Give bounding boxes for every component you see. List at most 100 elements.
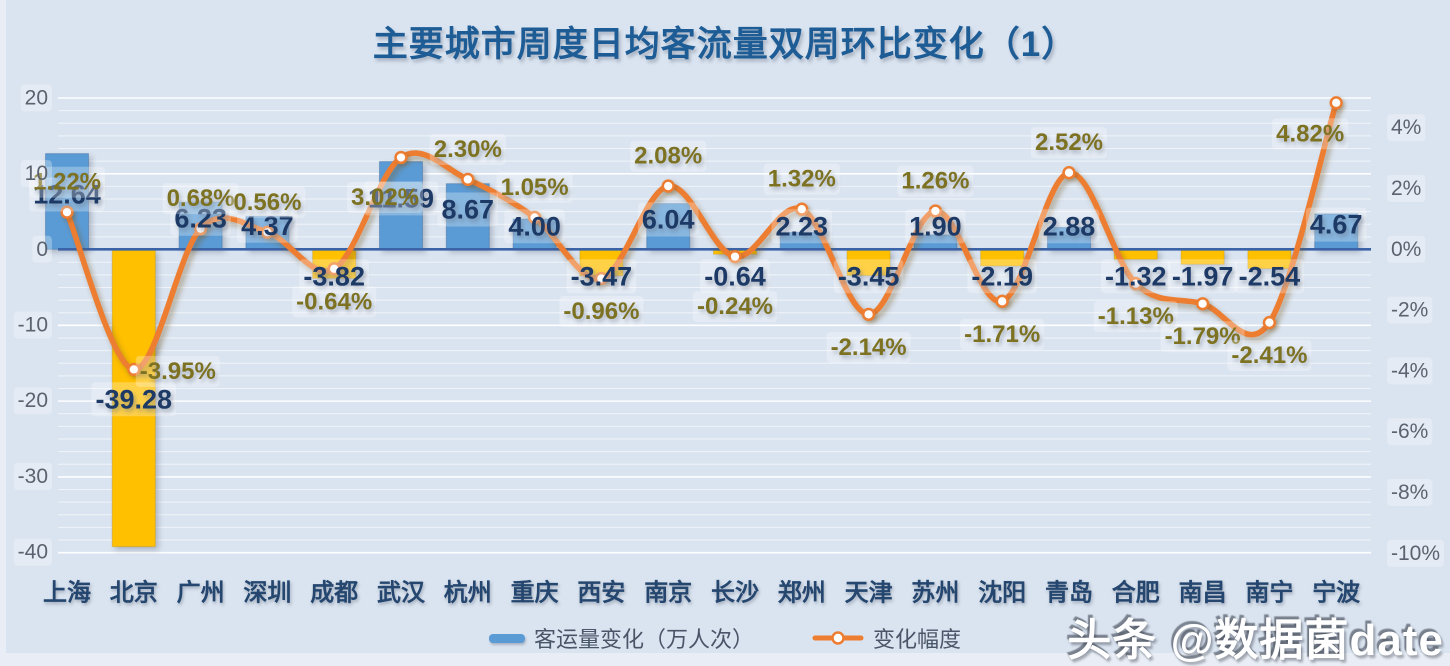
pct-value-label-17-backing <box>1160 321 1245 353</box>
line-marker-13 <box>928 204 943 218</box>
bar-value-label-7-backing <box>504 209 565 244</box>
line-marker-16 <box>1129 277 1143 291</box>
bar-value-label-18-backing <box>1234 259 1305 294</box>
left-axis-tick-4-backing <box>13 387 52 415</box>
pct-value-label-17: -1.79% <box>1165 323 1241 350</box>
right-axis-tick-3: -2% <box>1391 299 1428 322</box>
right-axis-tick-0: 4% <box>1391 116 1421 139</box>
bar-value-label-9: 6.04 <box>642 204 695 234</box>
line-marker-9 <box>661 179 675 193</box>
watermark: 头条 @数据菌date <box>1067 616 1444 665</box>
pct-value-label-10: -0.24% <box>697 293 773 320</box>
bar-value-label-14: -2.19 <box>971 261 1033 291</box>
pct-value-label-0: 1.22% <box>33 169 101 196</box>
pct-value-label-5: 3.02% <box>351 184 419 211</box>
pct-value-label-5-backing <box>346 181 424 213</box>
city-label-15: 青岛 <box>1045 579 1093 607</box>
right-axis-tick-7: -10% <box>1391 542 1440 565</box>
pct-value-label-16-backing <box>1093 301 1178 333</box>
pct-value-label-7-backing <box>496 171 573 203</box>
city-label-19: 宁波 <box>1312 579 1361 607</box>
bar-value-label-8-backing <box>566 259 637 294</box>
pct-value-label-14: -1.71% <box>964 321 1040 348</box>
line-marker-6 <box>461 172 475 187</box>
line-marker-5 <box>394 150 408 165</box>
city-label-4: 成都 <box>310 580 358 607</box>
line-marker-1 <box>127 362 141 377</box>
left-axis-tick-6: -40 <box>18 541 48 564</box>
city-label-14: 沈阳 <box>978 580 1026 607</box>
pct-value-label-6: 2.30% <box>434 136 502 163</box>
right-axis-tick-5: -6% <box>1391 420 1428 443</box>
pct-value-label-18-backing <box>1227 340 1312 372</box>
bar-value-label-14-backing <box>967 259 1037 294</box>
bar-value-label-9-backing <box>637 202 699 237</box>
line-marker-18 <box>1262 315 1277 330</box>
bar-19 <box>1314 213 1359 250</box>
city-label-18: 南宁 <box>1245 579 1293 607</box>
bar-0 <box>45 153 89 250</box>
city-label-17: 南昌 <box>1179 580 1227 607</box>
line-marker-17 <box>1195 297 1210 311</box>
left-axis-tick-2-backing <box>32 235 52 263</box>
bar-value-label-8: -3.47 <box>571 261 633 291</box>
bar-value-label-12: -3.45 <box>838 261 900 291</box>
legend-line-series-label: 变化幅度 <box>873 627 962 652</box>
left-edge-strip <box>0 0 6 666</box>
bar-value-label-1: -39.28 <box>96 384 173 414</box>
city-label-3: 深圳 <box>243 580 291 607</box>
bar-value-label-7: 4.00 <box>508 211 561 241</box>
right-axis-tick-3-backing <box>1387 296 1433 324</box>
line-marker-10 <box>728 249 742 264</box>
line-marker-15 <box>1062 166 1076 180</box>
city-label-5: 武汉 <box>377 580 426 607</box>
left-axis-tick-0-backing <box>20 84 52 112</box>
right-axis-tick-1-backing <box>1387 175 1426 202</box>
pct-value-label-14-backing <box>960 318 1045 350</box>
line-marker-3 <box>260 225 275 239</box>
right-axis-tick-0-backing <box>1387 114 1426 142</box>
line-series-swatch-icon <box>812 631 864 645</box>
legend-item-bar-series: 客运量变化（万人次） <box>488 622 754 654</box>
pct-value-label-13: 1.26% <box>901 167 969 194</box>
pct-value-label-1: -3.95% <box>140 358 216 385</box>
city-label-2: 广州 <box>177 579 225 607</box>
city-label-1: 北京 <box>110 579 158 607</box>
legend-item-line-series: 变化幅度 <box>812 622 961 654</box>
pct-value-label-0-backing <box>28 166 106 198</box>
city-label-16: 合肥 <box>1112 579 1160 607</box>
right-axis-tick-5-backing <box>1387 418 1433 446</box>
legend-bar-series-label: 客运量变化（万人次） <box>533 627 754 652</box>
right-axis-tick-2: 0% <box>1391 238 1421 261</box>
pct-value-label-8: -0.96% <box>563 298 639 325</box>
city-label-10: 长沙 <box>711 580 759 607</box>
right-axis-tick-7-backing <box>1387 539 1445 567</box>
pct-value-label-6-backing <box>429 133 506 165</box>
city-label-11: 郑州 <box>778 580 826 607</box>
bar-value-label-17-backing <box>1167 259 1238 294</box>
line-marker-8 <box>594 271 609 286</box>
bar-value-label-10-backing <box>700 259 770 294</box>
right-axis-tick-4-backing <box>1387 357 1433 385</box>
chart-title: 主要城市周度日均客流量双周环比变化（1） <box>372 25 1078 64</box>
pct-value-label-18: -2.41% <box>1231 342 1307 369</box>
bar-value-label-4: -3.82 <box>303 261 365 291</box>
left-axis-tick-6-backing <box>13 538 52 566</box>
bar-1 <box>111 248 156 548</box>
pct-value-label-11-backing <box>763 163 840 195</box>
line-marker-19 <box>1329 96 1343 110</box>
pct-value-label-4-backing <box>292 286 377 318</box>
left-axis-tick-3: -10 <box>18 314 48 337</box>
bar-value-label-15-backing <box>1038 209 1100 244</box>
city-label-12: 天津 <box>845 580 893 607</box>
left-axis-tick-4: -20 <box>18 389 48 412</box>
pct-value-label-4: -0.64% <box>296 288 372 315</box>
pct-value-label-3-backing <box>229 186 306 218</box>
right-axis-tick-4: -4% <box>1391 359 1428 382</box>
city-label-0: 上海 <box>43 579 91 607</box>
bar-value-label-3: 4.37 <box>241 211 294 241</box>
bar-value-label-11-backing <box>771 209 833 244</box>
line-marker-7 <box>527 210 542 225</box>
